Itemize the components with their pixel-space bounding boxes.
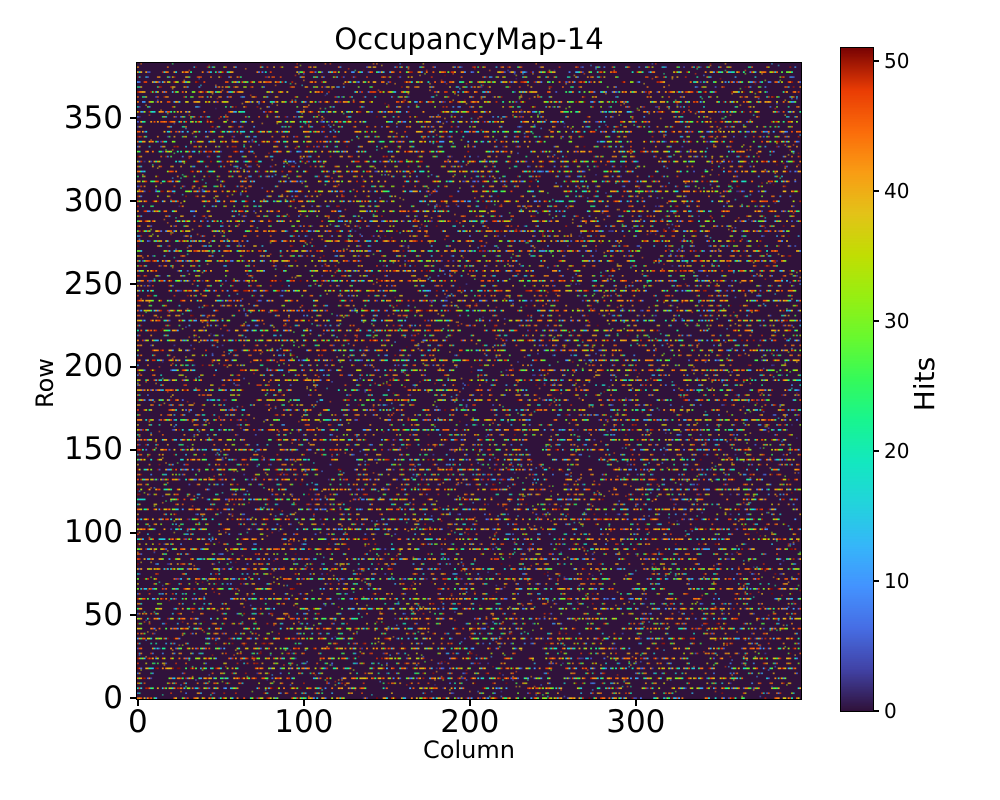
tick-mark: [468, 699, 471, 706]
colorbar-tick-label: 50: [884, 49, 910, 73]
x-tick-label: 300: [606, 704, 666, 740]
tick-mark: [130, 283, 137, 286]
tick-mark: [873, 580, 879, 582]
heatmap-canvas: [136, 62, 801, 699]
heatmap-plot: [135, 61, 802, 700]
tick-mark: [873, 710, 879, 712]
y-tick-label: 200: [63, 348, 123, 385]
x-tick-label: 200: [440, 704, 500, 740]
tick-mark: [130, 448, 137, 451]
x-tick-label: 0: [127, 704, 148, 740]
tick-mark: [873, 60, 879, 62]
y-axis-label: Row: [31, 358, 59, 408]
tick-mark: [130, 697, 137, 700]
tick-mark: [302, 699, 305, 706]
tick-mark: [130, 200, 137, 203]
colorbar: [839, 46, 874, 712]
x-axis-label: Column: [423, 736, 515, 764]
colorbar-tick-label: 10: [884, 569, 910, 593]
y-tick-label: 150: [63, 431, 123, 468]
y-tick-label: 300: [63, 182, 123, 219]
colorbar-label: Hits: [908, 356, 941, 412]
chart-title: OccupancyMap-14: [334, 22, 604, 56]
tick-mark: [130, 531, 137, 534]
colorbar-tick-label: 0: [884, 699, 897, 723]
colorbar-tick-label: 40: [884, 179, 910, 203]
x-tick-label: 100: [274, 704, 334, 740]
tick-mark: [130, 117, 137, 120]
tick-mark: [130, 614, 137, 617]
colorbar-canvas: [840, 47, 873, 711]
tick-mark: [873, 320, 879, 322]
y-tick-label: 350: [63, 99, 123, 136]
tick-mark: [873, 450, 879, 452]
y-tick-label: 0: [103, 679, 123, 716]
tick-mark: [634, 699, 637, 706]
y-tick-label: 50: [83, 596, 123, 633]
tick-mark: [873, 190, 879, 192]
y-tick-label: 250: [63, 265, 123, 302]
tick-mark: [130, 365, 137, 368]
tick-mark: [136, 699, 139, 706]
colorbar-tick-label: 20: [884, 439, 910, 463]
y-tick-label: 100: [63, 514, 123, 551]
colorbar-tick-label: 30: [884, 309, 910, 333]
